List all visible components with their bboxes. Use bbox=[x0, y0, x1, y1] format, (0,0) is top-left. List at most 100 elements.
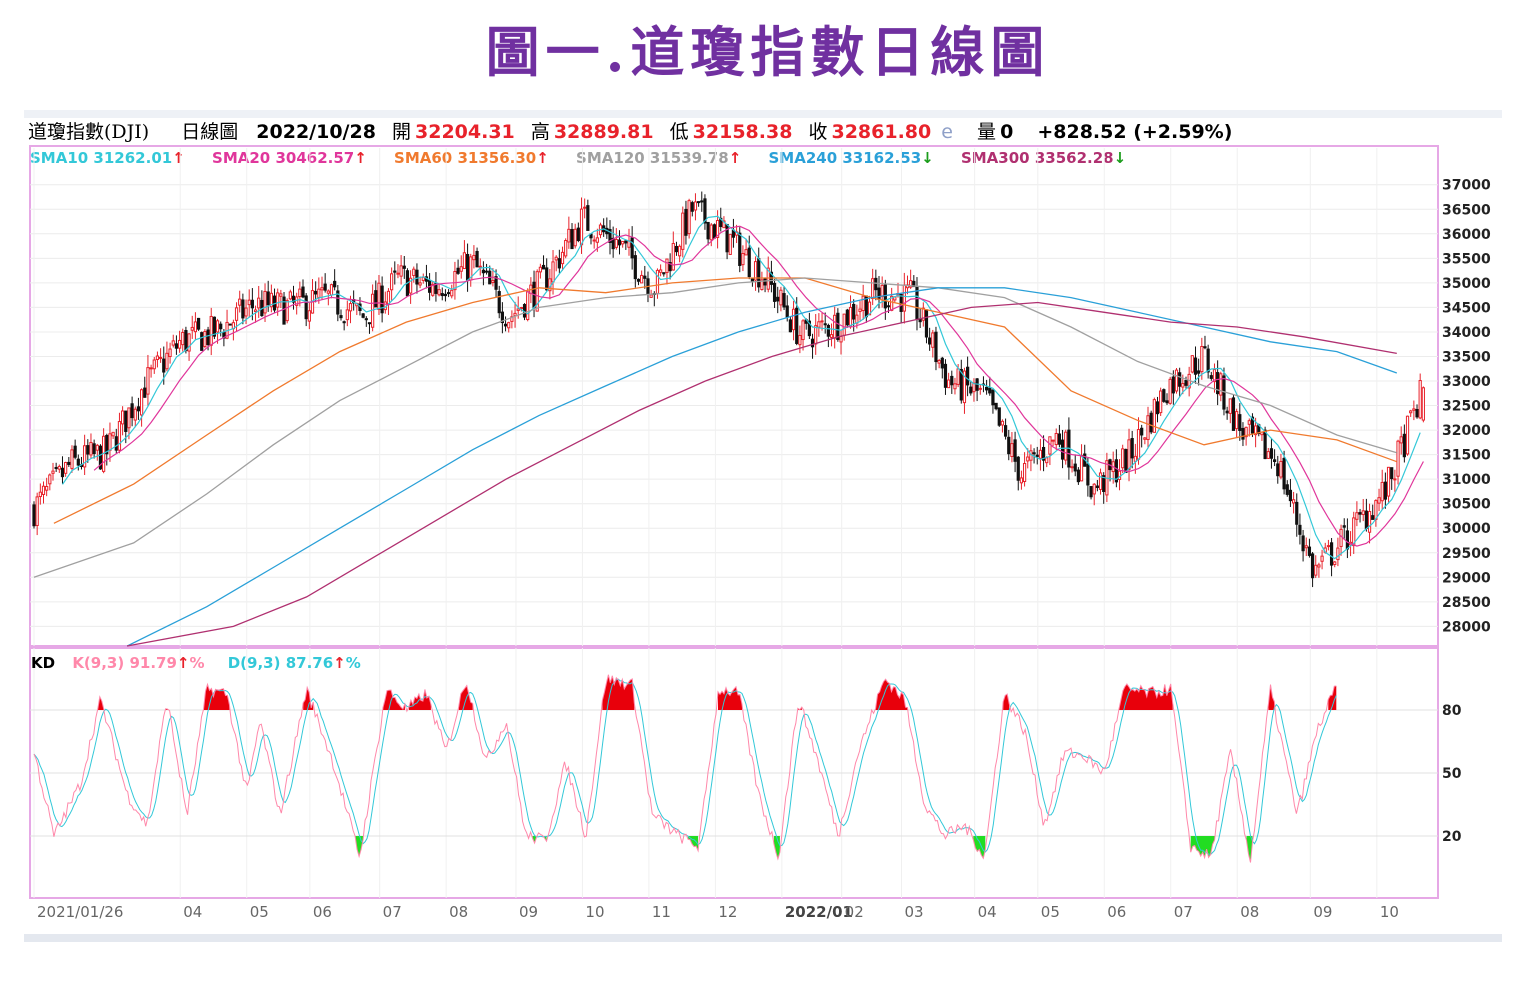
candle-body bbox=[697, 201, 701, 204]
candle-body bbox=[212, 316, 217, 337]
candle-body bbox=[1032, 452, 1036, 455]
candle-body bbox=[1298, 524, 1302, 535]
open-value: 32204.31 bbox=[415, 121, 515, 143]
high-label: 高 bbox=[530, 121, 550, 143]
candle-body bbox=[171, 340, 175, 346]
candle-body bbox=[1364, 510, 1368, 529]
x-tick-label: 06 bbox=[1107, 903, 1126, 921]
candle-body bbox=[795, 307, 799, 344]
candle-body bbox=[244, 307, 248, 317]
candle-body bbox=[1342, 525, 1346, 528]
candle-body bbox=[1190, 355, 1194, 373]
candle-body bbox=[146, 367, 150, 395]
candle-body bbox=[1339, 528, 1343, 547]
candle-body bbox=[440, 293, 444, 297]
candle-body bbox=[1019, 477, 1024, 484]
candle-body bbox=[693, 201, 698, 211]
candle-body bbox=[399, 265, 403, 277]
candle-body bbox=[1140, 427, 1144, 436]
candle-body bbox=[1003, 425, 1008, 437]
candle-body bbox=[1086, 463, 1090, 486]
candle-body bbox=[823, 323, 827, 326]
candle-body bbox=[95, 444, 99, 451]
candle-body bbox=[668, 262, 672, 272]
sma-legend-item: SMA300 33562.28↓ bbox=[961, 149, 1126, 167]
candle-body bbox=[238, 298, 242, 306]
candle-body bbox=[127, 407, 131, 429]
candle-body bbox=[687, 200, 691, 235]
candle-body bbox=[139, 389, 144, 416]
x-tick-label: 02 bbox=[845, 903, 864, 921]
candle-body bbox=[1057, 433, 1062, 445]
candle-body bbox=[1383, 481, 1387, 500]
candle-body bbox=[1361, 510, 1365, 516]
candle-body bbox=[684, 208, 688, 236]
candle-body bbox=[592, 239, 596, 242]
candle-body bbox=[779, 289, 783, 306]
candle-body bbox=[317, 288, 321, 298]
candle-body bbox=[1241, 427, 1245, 440]
candle-body bbox=[874, 277, 878, 291]
candle-body bbox=[1076, 469, 1080, 483]
kd-y-tick: 20 bbox=[1442, 829, 1462, 845]
candle-body bbox=[386, 290, 391, 305]
kd-overbought-fill bbox=[203, 684, 230, 710]
candle-body bbox=[1060, 439, 1065, 460]
price-y-tick: 36500 bbox=[1442, 202, 1491, 218]
bottom-scroll-strip[interactable] bbox=[24, 934, 1502, 942]
candle-body bbox=[336, 290, 340, 315]
candle-body bbox=[184, 329, 188, 351]
arrow-up-icon: ↑ bbox=[172, 149, 185, 167]
candle-body bbox=[807, 320, 811, 337]
candle-body bbox=[54, 467, 58, 470]
candle-body bbox=[1269, 448, 1274, 459]
candle-body bbox=[1200, 346, 1204, 373]
candle-body bbox=[567, 228, 571, 243]
sma240-label: SMA240 33162.53 bbox=[768, 149, 922, 167]
candle-body bbox=[1399, 436, 1403, 444]
candle-body bbox=[266, 291, 270, 306]
x-tick-label: 08 bbox=[1240, 903, 1259, 921]
candle-body bbox=[149, 367, 153, 370]
candle-body bbox=[1136, 429, 1141, 460]
kd-overbought-fill bbox=[602, 674, 635, 710]
candle-body bbox=[836, 312, 840, 340]
candle-body bbox=[994, 402, 998, 410]
period-label: 日線圖 bbox=[181, 121, 239, 143]
candle-body bbox=[924, 309, 929, 338]
candle-body bbox=[114, 436, 118, 451]
price-y-tick: 28500 bbox=[1442, 595, 1491, 611]
candle-body bbox=[491, 280, 495, 284]
candle-body bbox=[782, 293, 786, 308]
candle-body bbox=[105, 434, 109, 455]
candle-body bbox=[921, 307, 925, 321]
candle-body bbox=[1155, 401, 1160, 415]
d-unit: % bbox=[345, 654, 361, 672]
x-tick-label: 04 bbox=[183, 903, 202, 921]
candle-body bbox=[579, 208, 584, 246]
price-y-tick: 30500 bbox=[1442, 497, 1491, 513]
candle-body bbox=[820, 320, 824, 323]
candle-body bbox=[1371, 515, 1375, 520]
candle-body bbox=[1367, 511, 1372, 533]
candle-body bbox=[1203, 346, 1207, 349]
candle-body bbox=[38, 491, 42, 498]
candle-body bbox=[437, 289, 441, 296]
candle-body bbox=[32, 504, 36, 527]
candle-body bbox=[712, 224, 717, 239]
candle-body bbox=[276, 292, 280, 308]
kd-y-tick: 80 bbox=[1442, 703, 1462, 719]
volume-value: 0 bbox=[1000, 121, 1014, 143]
candle-body bbox=[564, 240, 568, 257]
candle-body bbox=[1421, 387, 1425, 421]
candle-body bbox=[1041, 446, 1046, 461]
candle-body bbox=[1279, 460, 1283, 478]
candle-body bbox=[1035, 454, 1039, 457]
candle-body bbox=[1143, 437, 1147, 440]
candle-body bbox=[624, 240, 628, 244]
candle-body bbox=[1092, 483, 1096, 495]
candle-body bbox=[67, 461, 71, 465]
candle-body bbox=[497, 291, 501, 314]
candle-body bbox=[1127, 439, 1131, 470]
candle-body bbox=[456, 267, 460, 274]
